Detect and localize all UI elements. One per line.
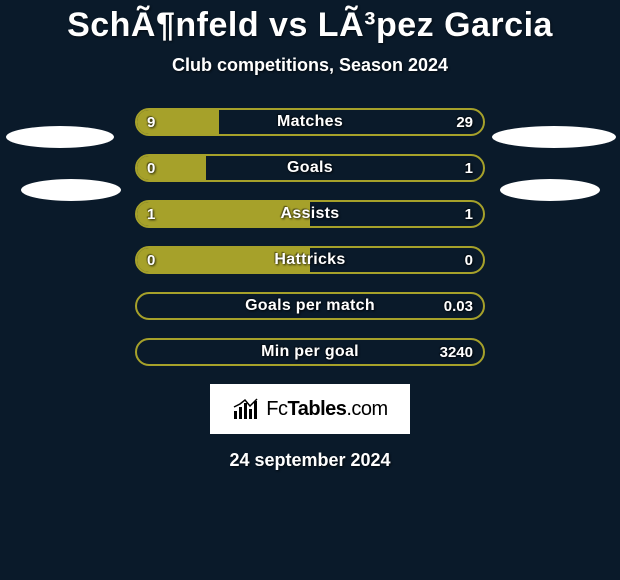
stat-value-right: 3240	[440, 340, 473, 364]
stat-row: Min per goal3240	[135, 338, 485, 366]
placeholder-oval	[21, 179, 121, 201]
fctables-logo: FcTables.com	[210, 384, 410, 434]
stat-row: 0Hattricks0	[135, 246, 485, 274]
stat-label: Goals	[137, 156, 483, 180]
subtitle: Club competitions, Season 2024	[0, 55, 620, 76]
stats-container: 9Matches290Goals11Assists10Hattricks0Goa…	[135, 108, 485, 366]
placeholder-oval	[492, 126, 616, 148]
stat-value-right: 1	[465, 156, 473, 180]
logo-text: FcTables.com	[266, 398, 387, 421]
stat-row: 9Matches29	[135, 108, 485, 136]
stat-row: Goals per match0.03	[135, 292, 485, 320]
stat-label: Matches	[137, 110, 483, 134]
stat-value-right: 0.03	[444, 294, 473, 318]
logo-text-bold: Tables	[288, 398, 347, 420]
page-title: SchÃ¶nfeld vs LÃ³pez Garcia	[0, 0, 620, 45]
stat-row: 0Goals1	[135, 154, 485, 182]
stat-label: Assists	[137, 202, 483, 226]
stat-value-right: 29	[456, 110, 473, 134]
stat-value-right: 0	[465, 248, 473, 272]
logo-text-prefix: Fc	[266, 398, 287, 420]
stat-label: Min per goal	[137, 340, 483, 364]
bar-chart-icon	[232, 397, 260, 421]
comparison-card: SchÃ¶nfeld vs LÃ³pez Garcia Club competi…	[0, 0, 620, 580]
date-label: 24 september 2024	[0, 450, 620, 471]
placeholder-oval	[6, 126, 114, 148]
stat-label: Goals per match	[137, 294, 483, 318]
stat-value-right: 1	[465, 202, 473, 226]
placeholder-oval	[500, 179, 600, 201]
stat-label: Hattricks	[137, 248, 483, 272]
stat-row: 1Assists1	[135, 200, 485, 228]
logo-text-suffix: .com	[346, 398, 387, 420]
